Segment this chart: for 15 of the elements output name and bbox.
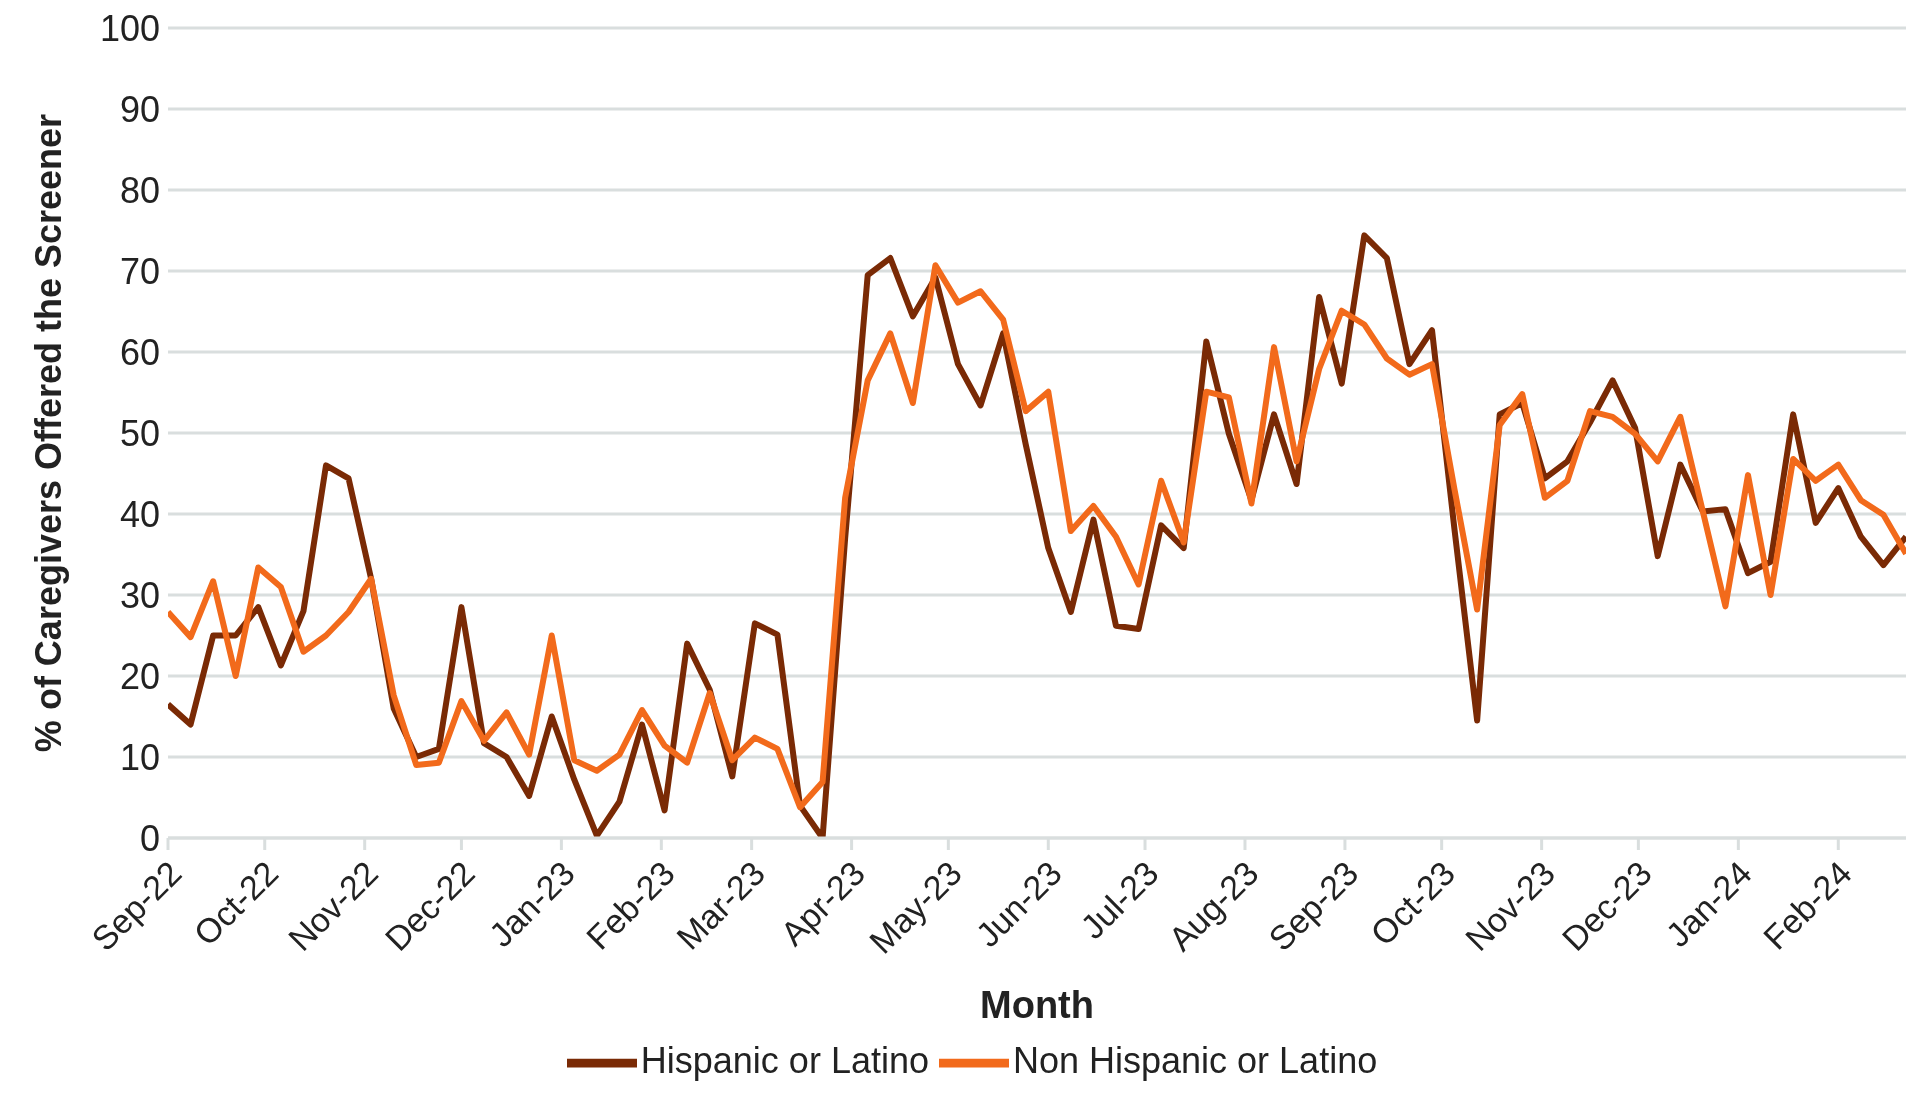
y-tick-label: 80 (119, 169, 160, 211)
legend-label: Hispanic or Latino (640, 1039, 929, 1081)
y-tick-label: 20 (119, 655, 160, 697)
y-axis-title: % of Caregivers Offered the Screener (27, 113, 69, 753)
y-tick-label: 0 (139, 817, 160, 859)
legend-label: Non Hispanic or Latino (1012, 1039, 1378, 1081)
y-tick-label: 40 (119, 493, 160, 535)
y-tick-label: 70 (119, 250, 160, 292)
y-tick-label: 60 (119, 331, 160, 373)
y-tick-label: 90 (119, 88, 160, 130)
y-tick-label: 100 (99, 7, 160, 49)
x-axis-title: Month (980, 984, 1094, 1026)
y-tick-label: 30 (119, 574, 160, 616)
y-tick-label: 10 (119, 736, 160, 778)
y-tick-label: 50 (119, 412, 160, 454)
